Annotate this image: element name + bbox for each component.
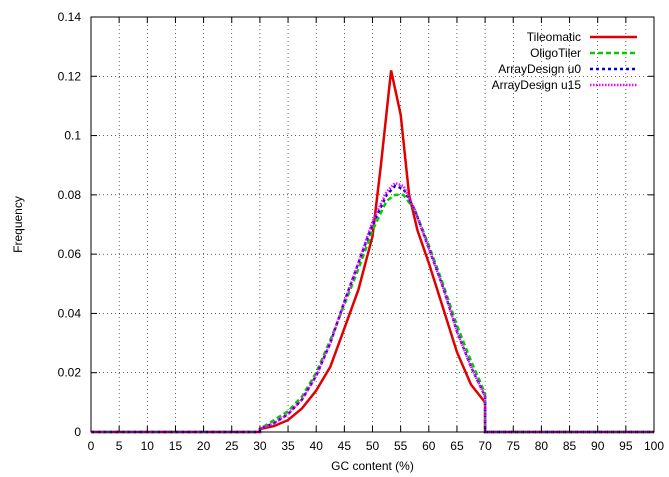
x-tick-label: 80: [535, 439, 549, 453]
x-tick-label: 95: [619, 439, 633, 453]
series-line-2: [91, 184, 654, 434]
x-tick-label: 85: [563, 439, 577, 453]
x-tick-label: 15: [169, 439, 183, 453]
y-tick-label: 0.12: [58, 69, 82, 83]
x-tick-label: 75: [507, 439, 521, 453]
data-series: [91, 70, 654, 434]
y-tick-label: 0.06: [58, 247, 82, 261]
x-tick-label: 0: [88, 439, 95, 453]
x-tick-label: 5: [116, 439, 123, 453]
series-line-3: [91, 181, 654, 434]
legend-label: OligoTiler: [530, 46, 581, 60]
x-tick-label: 55: [394, 439, 408, 453]
series-line-1: [91, 193, 654, 434]
series-line-0: [91, 70, 654, 434]
x-tick-label: 50: [366, 439, 380, 453]
x-tick-label: 35: [281, 439, 295, 453]
x-tick-label: 65: [450, 439, 464, 453]
x-tick-label: 20: [197, 439, 211, 453]
legend-label: Tileomatic: [527, 30, 581, 44]
x-tick-label: 70: [478, 439, 492, 453]
legend: Tileomatic OligoTiler ArrayDesign u0 ArrayD…: [492, 30, 637, 92]
x-tick-label: 90: [591, 439, 605, 453]
legend-label: ArrayDesign u15: [492, 78, 582, 92]
y-tick-label: 0.04: [58, 306, 82, 320]
legend-label: ArrayDesign u0: [498, 62, 581, 76]
axis-ticks: 0 5 10 15 20 25 30 35 40 45 50 55 60 65 70 75 80 85 90 95 10…: [58, 10, 665, 453]
y-tick-label: 0.08: [58, 188, 82, 202]
x-tick-label: 100: [644, 439, 664, 453]
x-tick-label: 45: [338, 439, 352, 453]
x-tick-label: 10: [141, 439, 155, 453]
x-tick-label: 60: [422, 439, 436, 453]
x-tick-label: 25: [225, 439, 239, 453]
x-axis-title: GC content (%): [331, 459, 414, 473]
y-tick-label: 0.02: [58, 366, 82, 380]
y-axis-title: Frequency: [11, 196, 25, 253]
y-tick-label: 0.1: [64, 129, 81, 143]
x-tick-label: 40: [310, 439, 324, 453]
y-tick-label: 0.14: [58, 10, 82, 24]
y-tick-label: 0: [74, 425, 81, 439]
x-tick-label: 30: [253, 439, 267, 453]
